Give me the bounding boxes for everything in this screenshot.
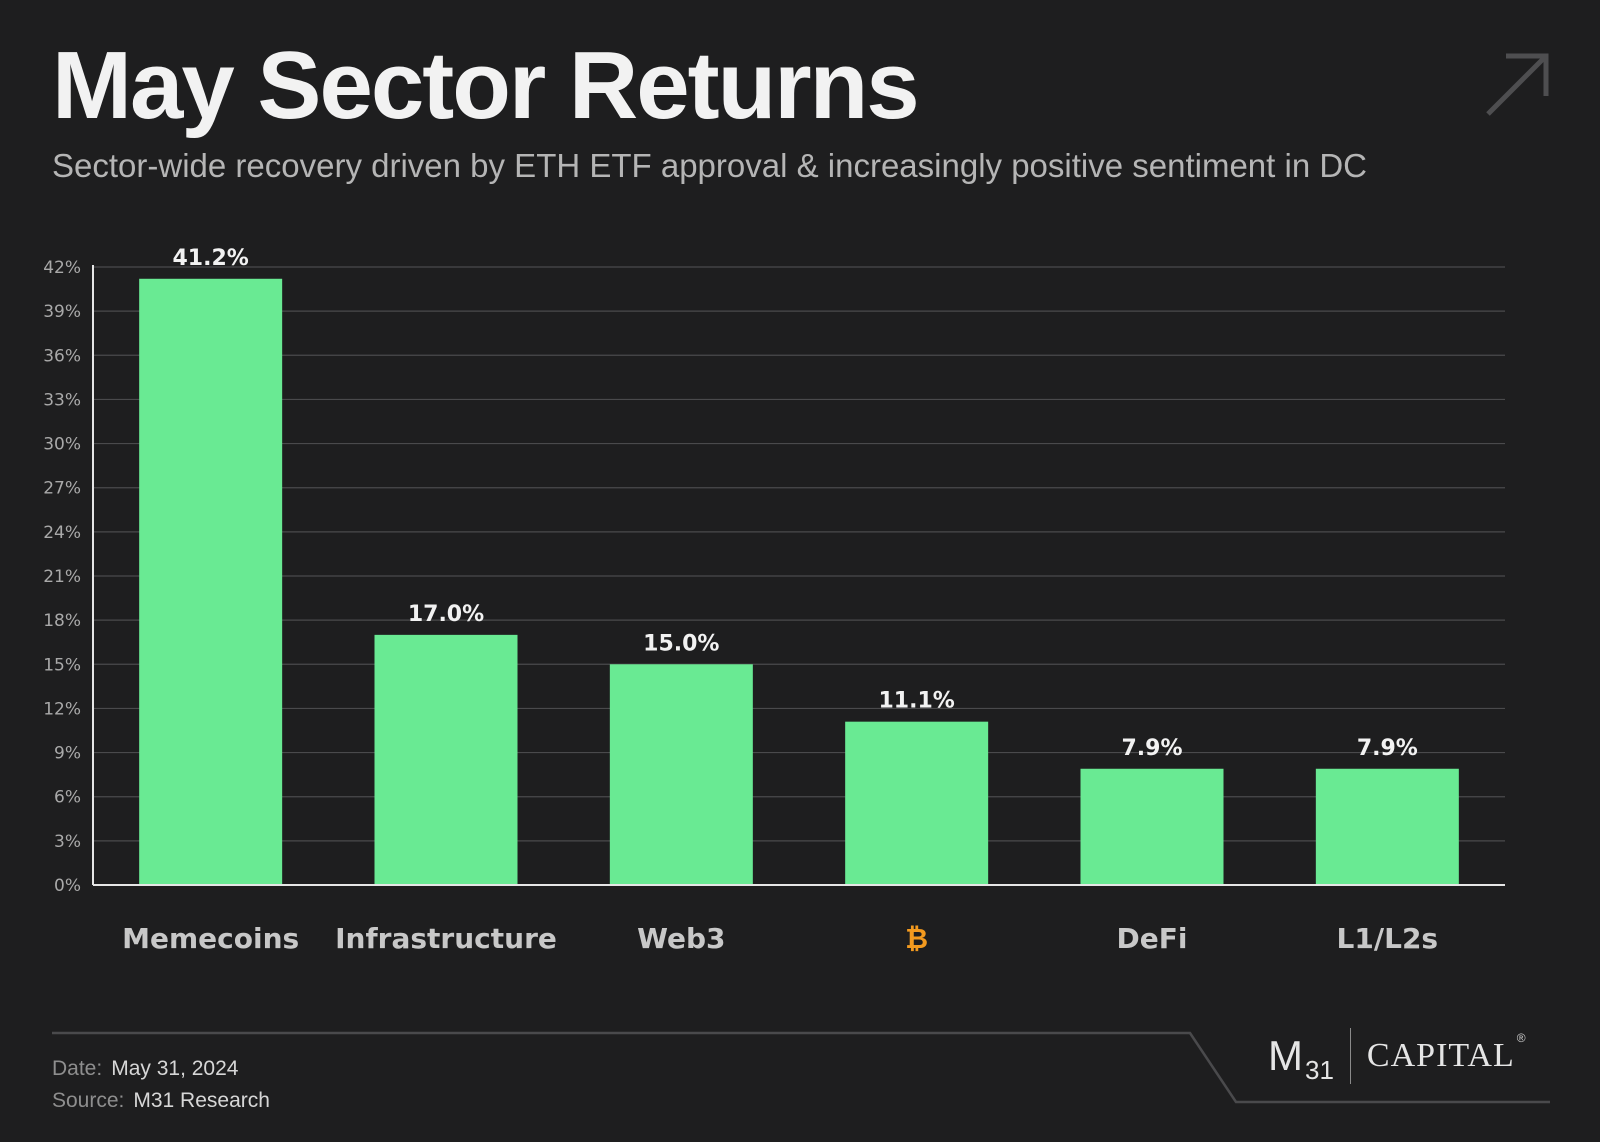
bar (374, 634, 518, 885)
category-label: Infrastructure (335, 922, 557, 955)
category-labels: Memecoins Infrastructure Web3 ₿ DeFi L1/L2s (122, 922, 1438, 955)
category-label: Memecoins (122, 922, 299, 955)
footer-date: Date: May 31, 2024 (52, 1058, 238, 1079)
y-tick-label: 36% (43, 346, 81, 366)
y-tick-label: 30% (43, 435, 81, 455)
bar (845, 721, 989, 885)
y-tick-label: 15% (43, 655, 81, 675)
y-tick-label: 6% (54, 788, 81, 808)
y-tick-label: 18% (43, 611, 81, 631)
chart-axes (92, 265, 1505, 886)
value-labels: 41.2% 17.0% 15.0% 11.1% 7.9% 7.9% (173, 246, 1418, 761)
page-title: May Sector Returns (52, 32, 920, 139)
bar (1315, 768, 1459, 885)
bar-value-label: 15.0% (643, 631, 719, 656)
y-tick-label: 21% (43, 567, 81, 587)
logo-separator (1349, 1028, 1351, 1084)
date-value: May 31, 2024 (111, 1057, 239, 1080)
y-tick-label: 12% (43, 699, 81, 719)
bar (609, 664, 753, 885)
y-tick-label: 42% (43, 258, 81, 278)
source-value: M31 Research (133, 1089, 270, 1112)
logo-registered: ® (1516, 1031, 1526, 1045)
page-subtitle: Sector-wide recovery driven by ETH ETF a… (52, 147, 1368, 184)
y-tick-label: 39% (43, 302, 81, 322)
bar-value-label: 7.9% (1357, 736, 1418, 761)
y-tick-label: 9% (54, 744, 81, 764)
y-tick-label: 27% (43, 479, 81, 499)
chart-bars (139, 278, 1459, 885)
source-label: Source: (52, 1089, 125, 1112)
chart-grid (93, 266, 1505, 842)
bar (1080, 768, 1224, 885)
y-axis-ticks: 0% 3% 6% 9% 12% 15% 18% 21% 24% 27% 30% 33% 36% 39% 42… (43, 258, 81, 896)
logo-31: 31 (1305, 1054, 1334, 1085)
logo-capital: CAPITAL (1366, 1037, 1515, 1074)
category-label: Web3 (637, 922, 725, 955)
footer-source: Source: M31 Research (52, 1090, 270, 1111)
m31-capital-logo: M 31 CAPITAL ® (1268, 1028, 1526, 1085)
y-tick-label: 3% (54, 832, 81, 852)
y-tick-label: 33% (43, 390, 81, 410)
arrow-up-right-icon (1486, 53, 1549, 116)
date-label: Date: (52, 1057, 103, 1080)
bar-value-label: 17.0% (408, 602, 484, 627)
bar-value-label: 11.1% (879, 689, 955, 714)
bar-value-label: 7.9% (1121, 736, 1182, 761)
y-tick-label: 0% (54, 876, 81, 896)
category-label: L1/L2s (1337, 922, 1439, 955)
y-tick-label: 24% (43, 523, 81, 543)
category-label: DeFi (1117, 922, 1188, 955)
bar-value-label: 41.2% (173, 246, 249, 271)
bitcoin-icon: ₿ (905, 922, 928, 955)
logo-m: M (1268, 1032, 1303, 1079)
bar (139, 278, 283, 885)
